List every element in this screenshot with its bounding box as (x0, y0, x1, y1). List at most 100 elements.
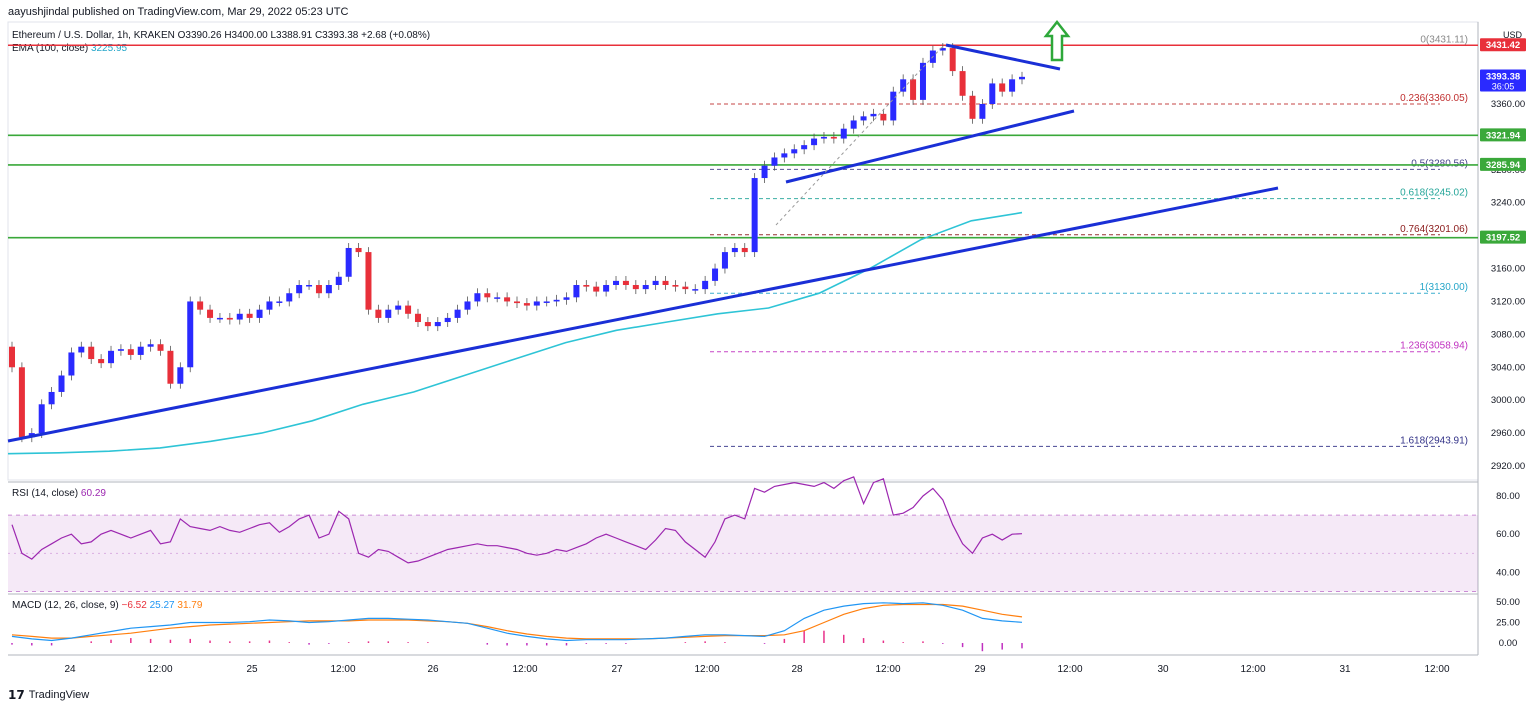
x-tick-label: 12:00 (512, 664, 537, 675)
candle-body (108, 350, 115, 364)
triangle-support-line (785, 109, 1075, 184)
candle-body (761, 165, 768, 179)
x-tick-label: 25 (246, 664, 258, 675)
y-tick-label: 2960.00 (1491, 428, 1525, 439)
fib-level-label: 0.764(3201.06) (1400, 224, 1468, 235)
ema-label: EMA (100, close) (12, 43, 89, 54)
candle-body (395, 305, 402, 310)
candle-body (1009, 79, 1016, 92)
candle-body (771, 157, 778, 166)
candle-body (751, 178, 758, 253)
candle-body (226, 317, 233, 320)
candle-body (593, 286, 600, 292)
signal-value: 31.79 (177, 600, 203, 611)
candle-body (286, 293, 293, 302)
published-header: aayushjindal published on TradingView.co… (8, 6, 349, 18)
candle-body (127, 349, 134, 355)
candle-body (959, 71, 966, 96)
macd-hist-value: −6.52 (121, 600, 147, 611)
x-tick-label: 24 (64, 664, 76, 675)
candle-body (642, 285, 649, 290)
candle-body (919, 62, 926, 100)
price-label-box (1480, 69, 1526, 92)
macd-tick-label: 25.00 (1496, 618, 1520, 629)
candle-body (414, 313, 421, 323)
candle-body (662, 280, 669, 285)
candle-body (791, 149, 798, 154)
ohlc-values: O3390.26 H3400.00 L3388.91 C3393.38 +2.6… (177, 30, 431, 41)
candle-body (454, 309, 461, 318)
candle-body (672, 285, 679, 287)
macd-value: 25.27 (149, 600, 175, 611)
price-chart[interactable]: 24 12:00 25 12:00 26 12:00 27 12:00 28 12:00 29 12:… (0, 0, 1536, 690)
price-label-text: 3321.94 (1486, 130, 1521, 141)
candle-body (147, 344, 154, 347)
y-tick-label: 3040.00 (1491, 362, 1525, 373)
candle-body (345, 247, 352, 277)
price-label-countdown: 36:05 (1492, 82, 1515, 92)
candle-body (603, 285, 610, 292)
fib-level-label: 0.618(3245.02) (1400, 188, 1468, 199)
ema-legend: EMA (100, close) 3225.95 (12, 43, 127, 54)
candle-body (741, 247, 748, 253)
up-arrow-icon (1043, 19, 1071, 62)
fib-level-label: 0.236(3360.05) (1400, 93, 1468, 104)
y-tick-label: 3360.00 (1491, 99, 1525, 110)
candle-body (444, 317, 451, 323)
rsi-band-fill (8, 515, 1478, 592)
symbol-legend: Ethereum / U.S. Dollar, 1h, KRAKEN O3390… (12, 30, 430, 41)
candle-body (167, 350, 174, 384)
y-tick-label: 3000.00 (1491, 395, 1525, 406)
candle-body (256, 309, 263, 318)
candle-body (870, 113, 877, 117)
candle-body (682, 286, 689, 290)
candle-body (979, 104, 986, 119)
triangle-resistance-line (945, 43, 1061, 71)
footer-brand: 𝟭𝟳 TradingView (8, 688, 89, 702)
candle-body (999, 83, 1006, 92)
y-tick-label: 3160.00 (1491, 264, 1525, 275)
candle-body (504, 297, 511, 302)
fib-level-label: 0(3431.11) (1420, 34, 1468, 45)
candle-body (583, 285, 590, 287)
candle-body (692, 289, 699, 291)
price-label-box (1480, 128, 1526, 142)
ema-value: 3225.95 (90, 43, 128, 54)
candle-body (494, 297, 501, 299)
candle-body (721, 252, 728, 269)
candle-body (405, 305, 412, 314)
fib-anchor-line (775, 46, 943, 226)
candle-body (246, 313, 253, 318)
price-label-box (1480, 38, 1526, 52)
macd-signal-line (11, 603, 1023, 640)
candle-body (731, 247, 738, 253)
candle-body (58, 375, 65, 392)
candle-body (38, 404, 45, 434)
ema-line (7, 211, 1023, 455)
candle-body (296, 285, 303, 294)
candle-body (553, 299, 560, 302)
y-tick-label: 2920.00 (1491, 461, 1525, 472)
candle-body (197, 301, 204, 310)
candle-body (573, 285, 580, 298)
candle-body (514, 301, 520, 304)
candle-body (622, 280, 629, 285)
candle-body (187, 301, 194, 368)
symbol-name: Ethereum / U.S. Dollar, 1h, KRAKEN (12, 30, 175, 41)
candle-body (266, 301, 273, 310)
candle-body (632, 285, 639, 290)
candle-body (880, 113, 887, 121)
candle-body (325, 285, 332, 294)
fib-level-label: 1(3130.00) (1420, 282, 1468, 293)
candle-body (1019, 76, 1025, 80)
x-tick-label: 12:00 (147, 664, 172, 675)
candle-body (969, 95, 976, 119)
x-tick-label: 12:00 (1424, 664, 1449, 675)
candle-body (811, 138, 818, 146)
candle-body (18, 367, 25, 438)
tradingview-logo-icon: 𝟭𝟳 (8, 688, 25, 702)
x-tick-label: 26 (427, 664, 439, 675)
candle-body (543, 301, 550, 303)
candle-body (48, 391, 55, 405)
candle-body (613, 280, 620, 285)
